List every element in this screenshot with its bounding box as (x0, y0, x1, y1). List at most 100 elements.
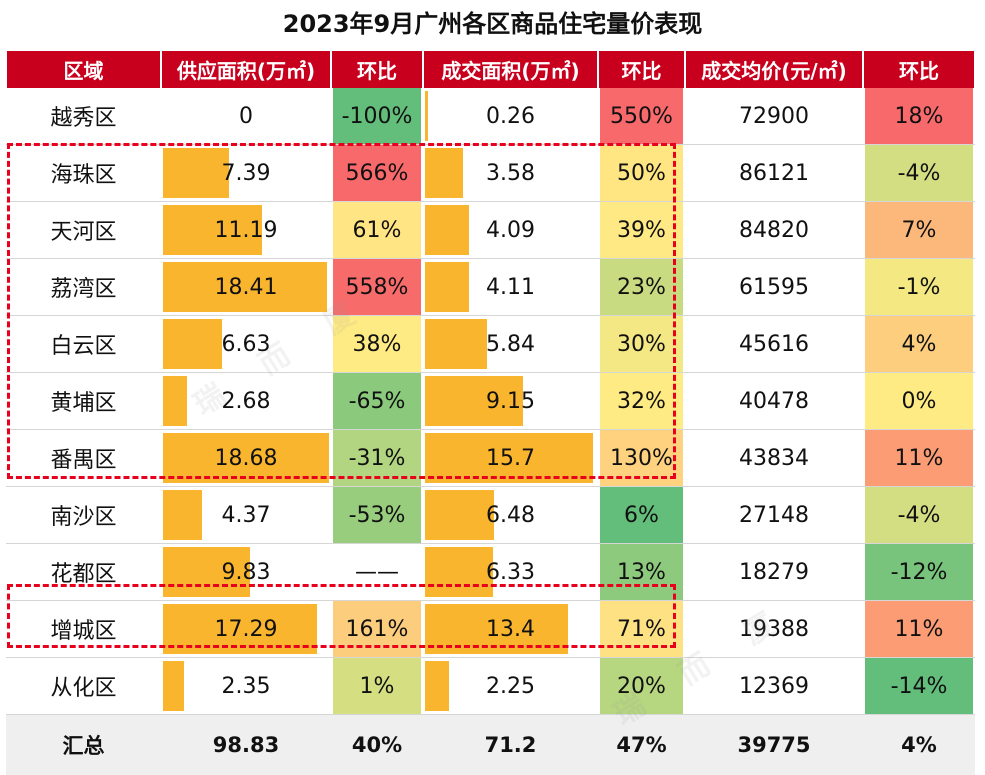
avg-price-cell: 18279 (685, 543, 863, 601)
supply-area-cell-bar (163, 319, 222, 369)
supply-mom-cell-heat (333, 373, 421, 429)
deal-area-cell-value: 6.48 (486, 502, 535, 528)
district-cell: 天河区 (6, 201, 161, 259)
supply-area-cell: 6.63 (161, 315, 331, 373)
price-mom-cell-value: -4% (897, 502, 941, 528)
deal-mom-cell: 39% (598, 201, 685, 259)
price-mom-cell: -12% (863, 543, 975, 601)
table-row: 荔湾区 18.41 558% 4.11 23% 61595 -1% (6, 258, 975, 316)
deal-mom-cell-value: 23% (617, 274, 666, 300)
deal-area-cell-value: 5.84 (486, 331, 535, 357)
supply-area-cell-bar (163, 376, 187, 426)
table-row: 南沙区 4.37 -53% 6.48 6% 27148 -4% (6, 486, 975, 544)
deal-area-cell: 9.15 (423, 372, 598, 430)
supply-mom-cell: —— (331, 543, 423, 601)
avg-price-cell: 86121 (685, 144, 863, 202)
total-price-cell: 39775 (685, 714, 863, 775)
price-mom-cell: -1% (863, 258, 975, 316)
table-row: 番禺区 18.68 -31% 15.7 130% 43834 11% (6, 429, 975, 487)
price-mom-cell: -4% (863, 144, 975, 202)
deal-area-cell-bar (425, 262, 469, 312)
deal-mom-cell: 71% (598, 600, 685, 658)
price-mom-cell-heat (865, 202, 973, 258)
supply-area-cell-value: 17.29 (214, 616, 278, 642)
supply-mom-cell: 38% (331, 315, 423, 373)
supply-mom-cell: 61% (331, 201, 423, 259)
deal-mom-cell: 20% (598, 657, 685, 715)
supply-area-cell-bar (163, 490, 202, 540)
supply-mom-cell-value: 1% (359, 673, 395, 699)
header-supply-area: 供应面积(万㎡) (160, 51, 332, 88)
deal-area-cell: 2.25 (423, 657, 598, 715)
deal-area-cell: 4.09 (423, 201, 598, 259)
supply-mom-cell: 566% (331, 144, 423, 202)
price-mom-cell: 0% (863, 372, 975, 430)
table-row: 白云区 6.63 38% 5.84 30% 45616 4% (6, 315, 975, 373)
avg-price-cell: 61595 (685, 258, 863, 316)
deal-mom-cell: 130% (598, 429, 685, 487)
supply-mom-cell-value: -65% (348, 388, 406, 414)
avg-price-cell: 72900 (685, 88, 863, 145)
price-mom-cell-value: 7% (901, 217, 937, 243)
supply-area-cell: 11.19 (161, 201, 331, 259)
supply-area-cell: 9.83 (161, 543, 331, 601)
deal-mom-cell-heat (600, 658, 683, 714)
deal-mom-cell: 13% (598, 543, 685, 601)
total-row: 汇总 98.83 40% 71.2 47% 39775 4% (6, 714, 975, 775)
deal-mom-cell-value: 130% (610, 445, 673, 471)
price-mom-cell-heat (865, 88, 973, 144)
deal-area-cell: 6.33 (423, 543, 598, 601)
table-row: 天河区 11.19 61% 4.09 39% 84820 7% (6, 201, 975, 259)
total-deal-mom-cell: 47% (598, 714, 685, 775)
avg-price-cell: 27148 (685, 486, 863, 544)
deal-mom-cell-heat (600, 373, 683, 429)
avg-price-cell: 84820 (685, 201, 863, 259)
deal-mom-cell-value: 30% (617, 331, 666, 357)
deal-area-cell: 5.84 (423, 315, 598, 373)
table-row: 花都区 9.83 —— 6.33 13% 18279 -12% (6, 543, 975, 601)
supply-mom-cell-heat (333, 316, 421, 372)
deal-mom-cell-heat (600, 88, 683, 144)
supply-mom-cell-value: —— (355, 559, 399, 585)
supply-mom-cell-heat (333, 259, 421, 315)
supply-mom-cell: 1% (331, 657, 423, 715)
supply-mom-cell-value: 161% (345, 616, 409, 642)
deal-area-cell: 4.11 (423, 258, 598, 316)
deal-area-cell-bar (425, 661, 450, 711)
supply-mom-cell-value: -100% (341, 103, 413, 129)
supply-mom-cell-heat (333, 88, 421, 144)
total-supply-mom-cell: 40% (331, 714, 423, 775)
price-mom-cell-heat (865, 601, 973, 657)
table-row: 海珠区 7.39 566% 3.58 50% 86121 -4% (6, 144, 975, 202)
header-row: 区域 供应面积(万㎡) 环比 成交面积(万㎡) 环比 成交均价(元/㎡) 环比 (5, 51, 976, 88)
avg-price-cell: 40478 (685, 372, 863, 430)
deal-area-cell: 15.7 (423, 429, 598, 487)
supply-mom-cell: 558% (331, 258, 423, 316)
price-mom-cell-value: -4% (897, 160, 941, 186)
supply-area-cell-value: 11.19 (214, 217, 278, 243)
district-cell: 海珠区 (6, 144, 161, 202)
deal-area-cell-value: 4.11 (486, 274, 535, 300)
district-cell: 荔湾区 (6, 258, 161, 316)
table-row: 越秀区 0 -100% 0.26 550% 72900 18% (6, 88, 975, 145)
price-mom-cell-value: 18% (894, 103, 944, 129)
total-supply-cell: 98.83 (161, 714, 331, 775)
supply-area-cell-bar (163, 205, 263, 255)
deal-area-cell-value: 6.33 (486, 559, 535, 585)
supply-area-cell-value: 2.68 (221, 388, 271, 414)
supply-area-cell: 2.68 (161, 372, 331, 430)
deal-mom-cell-value: 50% (617, 160, 666, 186)
price-mom-cell-value: -12% (890, 559, 948, 585)
supply-area-cell-bar (163, 547, 251, 597)
supply-area-cell-value: 9.83 (221, 559, 271, 585)
deal-area-cell-bar (425, 376, 523, 426)
price-mom-cell-heat (865, 316, 973, 372)
deal-area-cell: 0.26 (423, 88, 598, 145)
supply-area-cell: 7.39 (161, 144, 331, 202)
deal-mom-cell-heat (600, 487, 683, 543)
header-price-mom: 环比 (862, 51, 976, 88)
deal-mom-cell-heat (600, 145, 683, 201)
supply-mom-cell: -65% (331, 372, 423, 430)
deal-area-cell-value: 9.15 (486, 388, 535, 414)
table-title: 2023年9月广州各区商品住宅量价表现 (282, 10, 703, 38)
